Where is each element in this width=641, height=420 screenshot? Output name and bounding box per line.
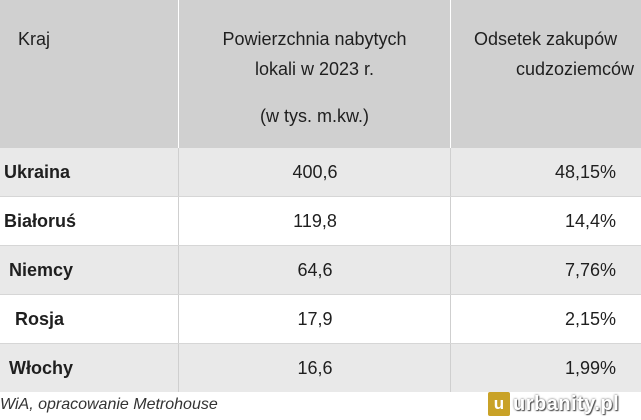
cell-share: 2,15% <box>450 295 616 343</box>
header-area-line2: lokali w 2023 r. <box>254 59 375 79</box>
cell-area: 16,6 <box>178 344 451 392</box>
cell-country: Włochy <box>9 358 74 378</box>
header-country-label: Kraj <box>18 29 51 49</box>
row-divider <box>0 294 641 295</box>
cell-area: 17,9 <box>178 295 451 343</box>
cell-area: 400,6 <box>178 148 451 196</box>
cell-country: Ukraina <box>4 162 71 182</box>
cell-country: Niemcy <box>9 260 74 280</box>
cell-share: 14,4% <box>450 197 616 245</box>
watermark-logo-icon: u <box>488 392 510 416</box>
source-note: WiA, opracowanie Metrohouse <box>0 396 218 413</box>
cell-country: Rosja <box>15 309 65 329</box>
cell-share: 48,15% <box>450 148 616 196</box>
row-divider <box>0 245 641 246</box>
header-area-unit: (w tys. m.kw.) <box>260 106 369 126</box>
row-divider <box>0 196 641 197</box>
header-share-line2: cudzoziemców <box>516 59 635 79</box>
table-row: Białoruś 119,8 14,4% <box>0 197 641 245</box>
header-area-line1: Powierzchnia nabytych <box>222 29 407 49</box>
header-country: Kraj <box>0 0 178 148</box>
table-row: Niemcy 64,6 7,76% <box>0 246 641 294</box>
watermark: u urbanity.pl <box>488 391 619 417</box>
table-row: Rosja 17,9 2,15% <box>0 295 641 343</box>
header-share-line1: Odsetek zakupów <box>474 29 618 49</box>
table-header: Kraj Powierzchnia nabytych lokali w 2023… <box>0 0 641 148</box>
watermark-text: urbanity.pl <box>513 392 620 415</box>
cell-share: 1,99% <box>450 344 616 392</box>
row-divider <box>0 343 641 344</box>
table-row: Włochy 16,6 1,99% <box>0 344 641 392</box>
cell-share: 7,76% <box>450 246 616 294</box>
header-area: Powierzchnia nabytych lokali w 2023 r. (… <box>178 0 450 148</box>
cell-country: Białoruś <box>4 211 77 231</box>
cell-area: 64,6 <box>178 246 451 294</box>
cell-area: 119,8 <box>178 197 451 245</box>
header-share: Odsetek zakupów cudzoziemców <box>450 0 641 148</box>
table-row: Ukraina 400,6 48,15% <box>0 148 641 196</box>
